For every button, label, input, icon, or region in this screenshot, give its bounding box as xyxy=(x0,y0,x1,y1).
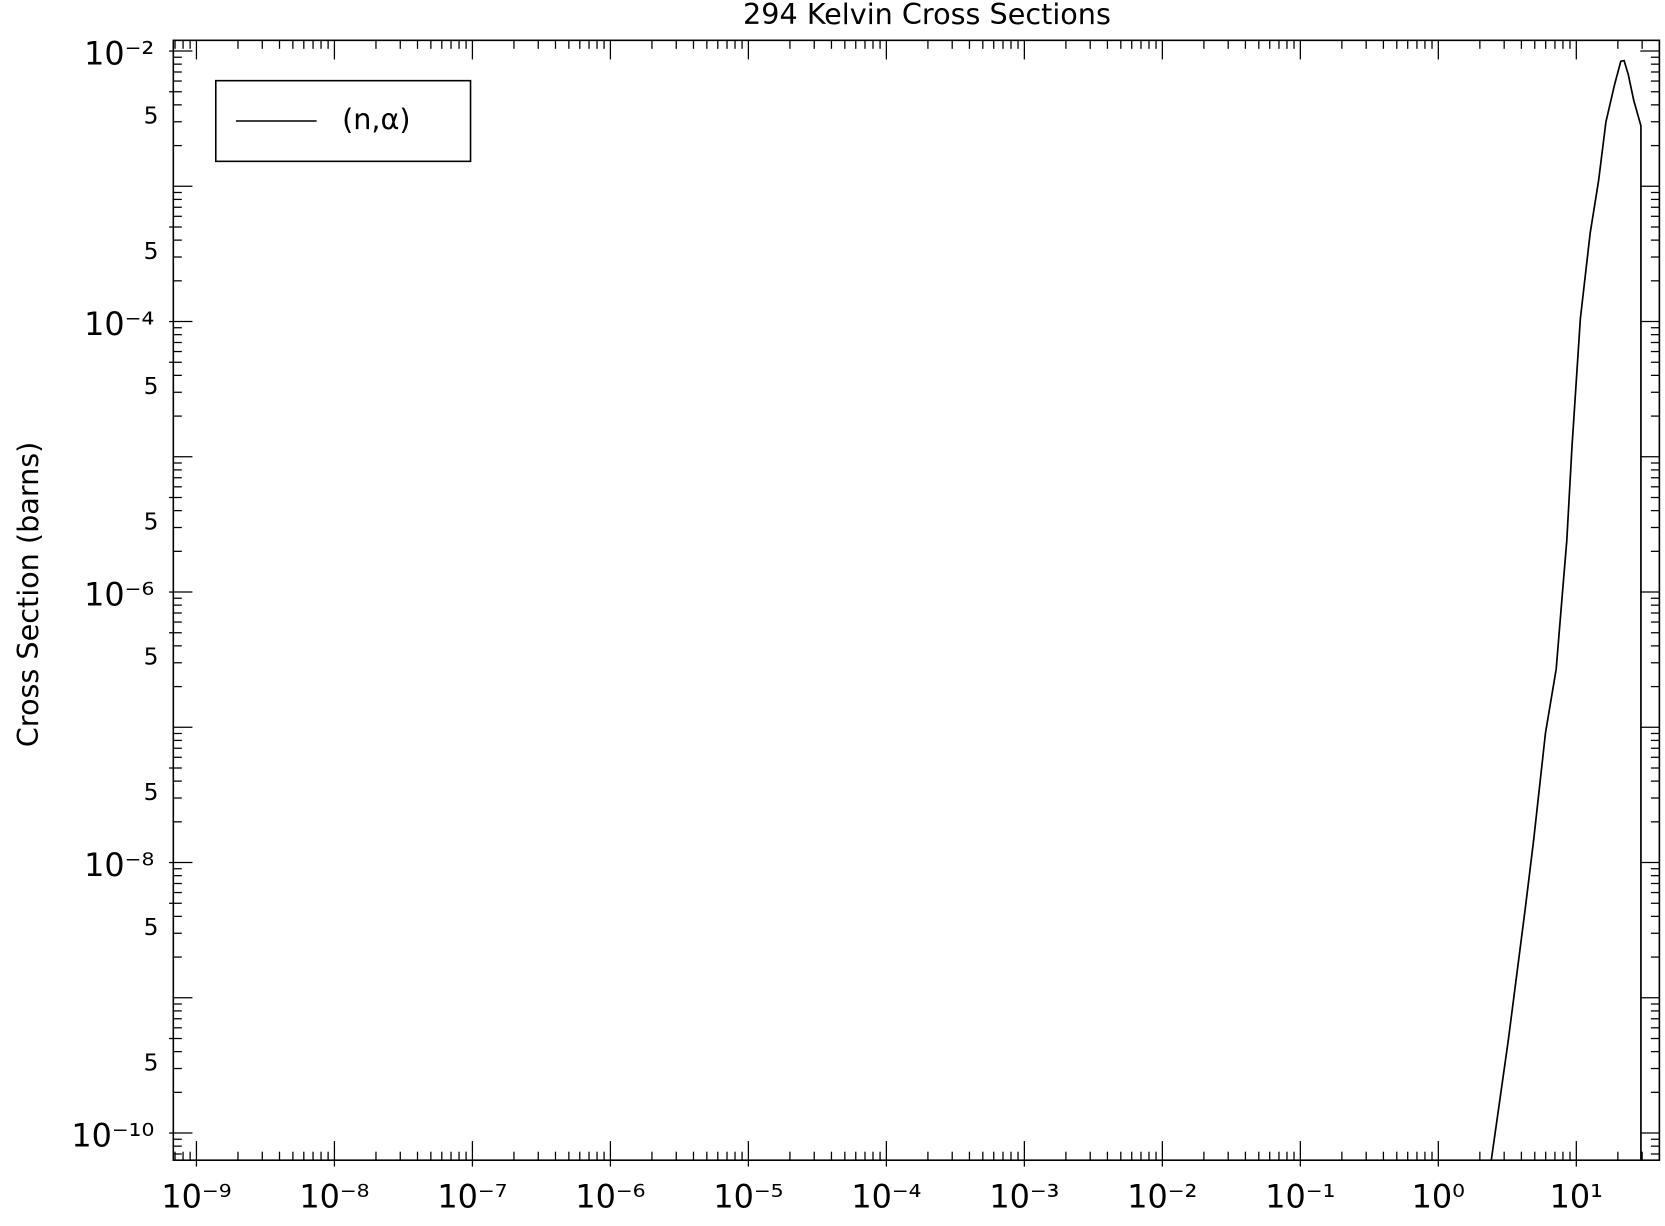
series-line xyxy=(1490,59,1642,1161)
x-tick-label: 10⁻⁵ xyxy=(713,1177,783,1215)
x-tick-label: 10⁰ xyxy=(1412,1177,1465,1215)
x-tick-label: 10⁻³ xyxy=(989,1177,1059,1215)
x-tick-label: 10⁻⁷ xyxy=(437,1177,507,1215)
y-tick-label: 5 xyxy=(144,237,159,265)
y-tick-label: 5 xyxy=(144,507,159,535)
x-tick-label: 10¹ xyxy=(1550,1177,1603,1215)
y-axis-label: Cross Section (barns) xyxy=(11,442,45,748)
y-tick-label: 5 xyxy=(144,1048,159,1076)
x-tick-label: 10⁻² xyxy=(1127,1177,1197,1215)
legend-label: (n,α) xyxy=(342,102,410,136)
x-tick-label: 10⁻¹ xyxy=(1265,1177,1335,1215)
x-tick-label: 10⁻⁴ xyxy=(851,1177,921,1215)
y-tick-label: 5 xyxy=(144,778,159,806)
x-tick-label: 10⁻⁸ xyxy=(299,1177,369,1215)
y-tick-label: 5 xyxy=(144,643,159,671)
x-tick-label: 10⁻⁹ xyxy=(161,1177,231,1215)
y-tick-label: 10⁻¹⁰ xyxy=(71,1116,154,1154)
y-tick-label: 5 xyxy=(144,372,159,400)
x-tick-label: 10⁻⁶ xyxy=(575,1177,645,1215)
y-tick-label: 10⁻⁸ xyxy=(84,846,154,884)
chart-title: 294 Kelvin Cross Sections xyxy=(743,0,1111,31)
plot-frame xyxy=(172,39,1661,1161)
y-tick-label: 10⁻⁴ xyxy=(84,305,154,343)
y-tick-label: 5 xyxy=(144,913,159,941)
legend: (n,α) xyxy=(214,79,472,163)
y-tick-label: 5 xyxy=(144,102,159,130)
y-tick-label: 10⁻² xyxy=(84,34,154,72)
y-tick-label: 10⁻⁶ xyxy=(84,575,154,613)
